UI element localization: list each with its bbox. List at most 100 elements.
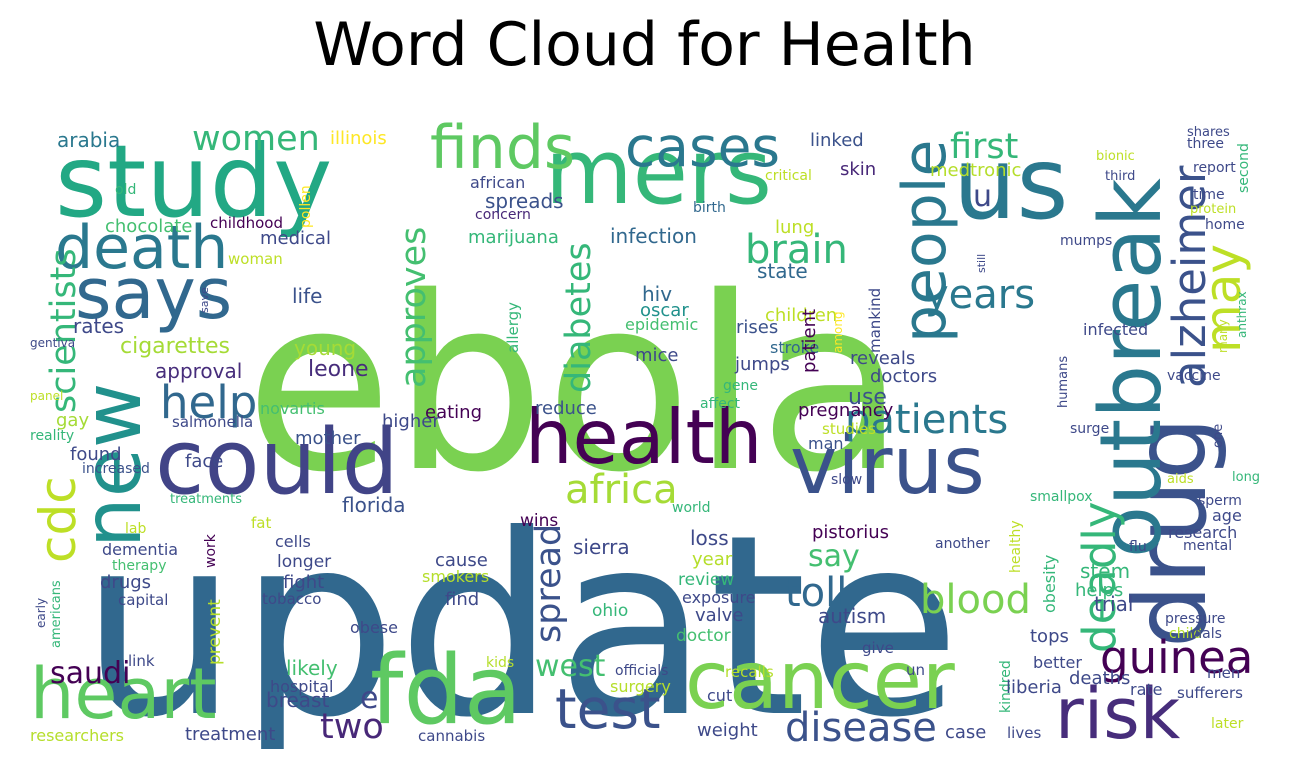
word-african: african <box>470 173 525 192</box>
word-rate: rate <box>1130 680 1163 699</box>
word-researchers: researchers <box>30 726 124 745</box>
word-people: people <box>890 140 960 343</box>
word-test: test <box>555 677 661 741</box>
word-increased: increased <box>82 461 150 477</box>
word-still: still <box>975 254 988 273</box>
word-diabetes: diabetes <box>559 242 599 393</box>
word-woman: woman <box>228 250 283 268</box>
word-mental: mental <box>1183 538 1232 554</box>
word-americans: americans <box>49 580 64 648</box>
word-treatment: treatment <box>185 724 275 745</box>
word-review: review <box>678 570 734 590</box>
word-fat: fat <box>251 514 271 532</box>
word-florida: florida <box>342 493 406 517</box>
word-scientists: scientists <box>44 248 84 413</box>
word-mumps: mumps <box>1060 233 1112 249</box>
word-mers: mers <box>545 120 772 225</box>
word-ohio: ohio <box>592 601 628 621</box>
word-work: work <box>203 533 219 568</box>
word-year: year <box>692 549 733 570</box>
word-among: among <box>831 311 845 353</box>
word-deadly: deadly <box>1073 501 1126 653</box>
word-marijuana: marijuana <box>468 227 559 248</box>
word-e: e <box>360 681 378 716</box>
word-affect: affect <box>700 396 741 412</box>
word-brain: brain <box>745 227 848 273</box>
word-prevent: prevent <box>205 599 225 665</box>
word-pistorius: pistorius <box>812 522 889 543</box>
word-stroke: stroke <box>770 338 819 357</box>
word-deaths: deaths <box>1069 668 1130 689</box>
word-officials: officials <box>615 663 668 679</box>
word-us: us <box>953 125 1068 242</box>
word-mankind: mankind <box>866 288 884 353</box>
word-vaccine: vaccine <box>1167 368 1221 384</box>
word-leone: leone <box>308 357 369 382</box>
word-chocolate: chocolate <box>105 216 192 237</box>
word-panel: panel <box>30 389 63 403</box>
word-lab: lab <box>125 521 146 537</box>
word-early: early <box>34 598 48 628</box>
word-use: use <box>848 385 887 410</box>
word-therapy: therapy <box>112 558 166 574</box>
word-men: men <box>1207 664 1240 682</box>
word-africa: africa <box>565 467 678 513</box>
word-u: u <box>973 179 992 214</box>
word-reduce: reduce <box>535 398 597 419</box>
word-birth: birth <box>693 200 726 216</box>
word-anthrax: anthrax <box>1235 291 1249 338</box>
word-critical: critical <box>765 168 812 184</box>
word-young: young <box>294 336 356 360</box>
word-obesity: obesity <box>1040 555 1059 613</box>
word-cut: cut <box>707 686 732 705</box>
word-autism: autism <box>818 604 886 628</box>
word-doctor: doctor <box>676 626 731 646</box>
word-cloud: update ebola study us mers could health virus ca… <box>30 108 1261 749</box>
word-slow: slow <box>831 472 862 488</box>
word-weight: weight <box>697 720 758 741</box>
word-home: home <box>1205 217 1245 233</box>
word-sierra: sierra <box>573 535 630 559</box>
word-concern: concern <box>475 207 531 223</box>
word-help: help <box>160 376 257 429</box>
word-bionic: bionic <box>1096 149 1135 164</box>
word-time: time <box>1193 187 1225 203</box>
word-research: research <box>1168 523 1237 542</box>
word-risk: risk <box>1055 673 1181 749</box>
word-finds: finds <box>430 113 575 183</box>
word-fight: fight <box>283 572 324 593</box>
word-disease: disease <box>785 705 937 749</box>
word-outbreak: outbreak <box>1082 178 1181 558</box>
word-long: long <box>1232 470 1260 485</box>
word-hospital: hospital <box>270 677 333 696</box>
word-childhood: childhood <box>210 214 283 232</box>
word-women: women <box>192 119 320 159</box>
word-doctors: doctors <box>870 366 937 387</box>
word-guinea: guinea <box>1100 631 1253 684</box>
word-patient: patient <box>799 309 820 373</box>
word-saudi: saudi <box>50 656 130 691</box>
word-breast: breast <box>266 688 329 712</box>
word-cancer: cancer <box>685 634 955 727</box>
word-better: better <box>1033 653 1082 672</box>
word-link: link <box>128 652 155 670</box>
word-arabia: arabia <box>57 128 120 152</box>
word-three: three <box>1187 136 1224 152</box>
word-reveals: reveals <box>850 348 915 369</box>
word-lives: lives <box>1007 724 1041 742</box>
word-face: face <box>185 451 223 472</box>
word-children: children <box>765 305 837 326</box>
word-west: west <box>535 649 606 684</box>
word-reality: reality <box>30 428 74 444</box>
word-loss: loss <box>690 526 729 550</box>
word-may: may <box>1194 244 1252 353</box>
word-shares: shares <box>1187 125 1230 140</box>
word-eating: eating <box>425 402 482 423</box>
word-new: new <box>66 383 159 548</box>
word-higher: higher <box>382 411 440 432</box>
word-cigarettes: cigarettes <box>120 334 230 359</box>
word-ebola: ebola <box>245 245 906 525</box>
word-cells: cells <box>275 532 311 551</box>
word-dementia: dementia <box>102 540 178 559</box>
word-give: give <box>862 639 894 657</box>
